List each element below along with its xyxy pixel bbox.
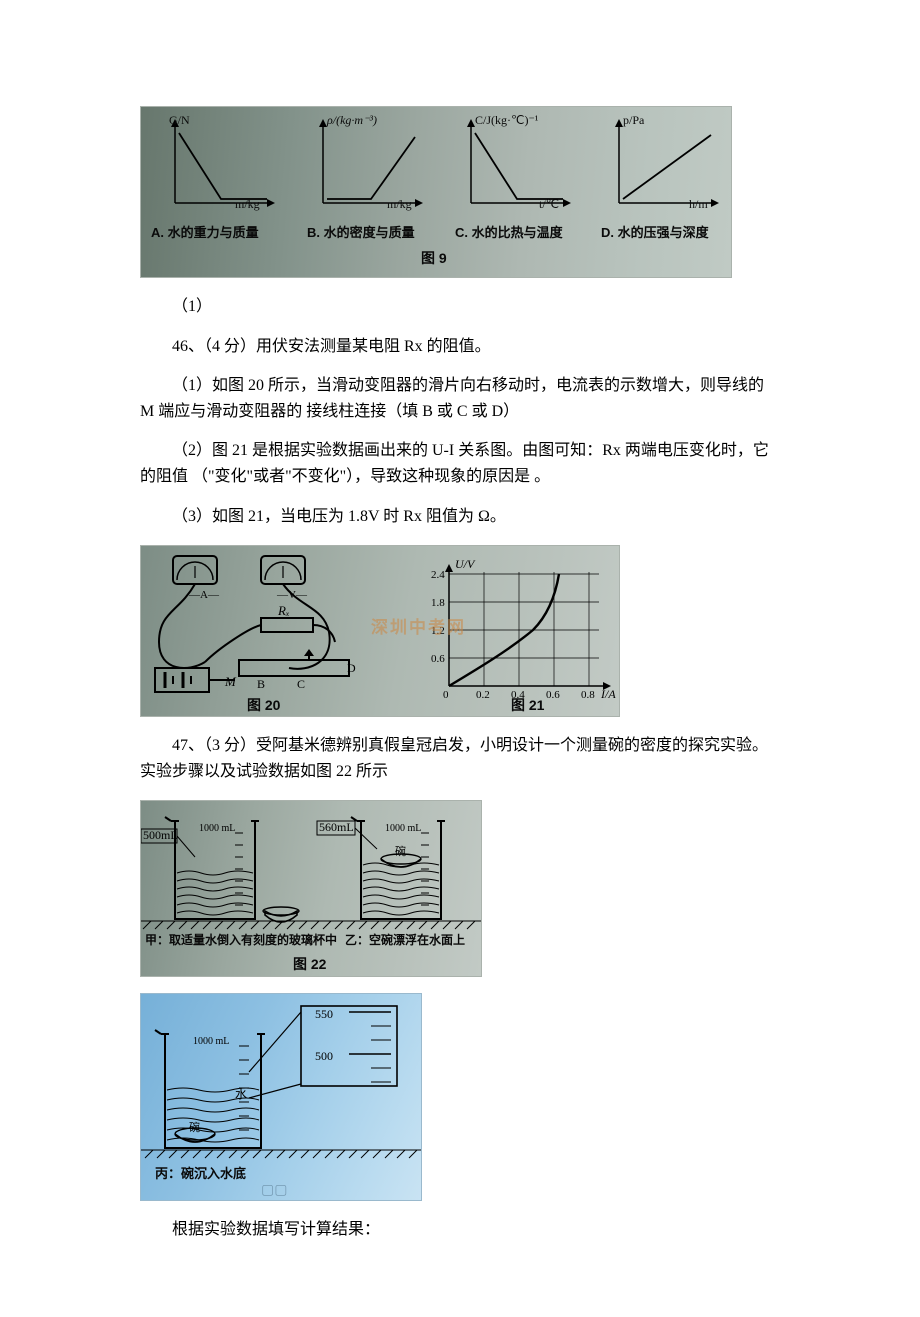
fig22-left-caption: 甲：取适量水倒入有刻度的玻璃杯中 [145,931,337,950]
svg-text:500: 500 [315,1049,333,1063]
figure-22a: 1000 mL 500mL [140,800,780,977]
svg-text:1.8: 1.8 [431,597,445,609]
fig9-b-caption: 水的密度与质量 [324,225,415,240]
svg-text:水: 水 [235,1087,247,1101]
fig21-title: 图 21 [511,694,544,716]
svg-text:碗: 碗 [189,1120,200,1134]
fig9-c-ylabel: C/J(kg·℃)⁻¹ [475,111,538,130]
fig9-a-xlabel: m/kg [235,195,260,214]
fig9-a-letter: A. [151,225,164,240]
fig22-title: 图 22 [293,953,326,975]
para-1: （1） [140,294,780,320]
svg-text:D: D [347,661,356,675]
fig22b-watermark: ▢▢ [261,1180,287,1202]
figure-9: G/N m/kg ρ/(kg·m⁻³) m/kg C/J(kg·℃)⁻¹ t/℃… [140,106,780,278]
watermark: 深圳中考网 [371,614,466,641]
svg-text:2.4: 2.4 [431,569,445,581]
q46-p2: （2）图 21 是根据实验数据画出来的 U-I 关系图。由图可知：Rx 两端电压… [140,438,780,489]
figure-22a-photo: 1000 mL 500mL [140,800,482,977]
para-last: 根据实验数据填写计算结果： [140,1217,780,1243]
fig9-b-letter: B. [307,225,320,240]
svg-text:500mL: 500mL [143,828,178,842]
svg-text:Rₓ: Rₓ [277,603,290,618]
fig9-d-letter: D. [601,225,614,240]
q46-p1: （1）如图 20 所示，当滑动变阻器的滑片向右移动时，电流表的示数增大，则导线的… [140,373,780,424]
figure-20-21: —A— —V— Rₓ [140,545,780,717]
q46-heading: 46、（4 分）用伏安法测量某电阻 Rx 的阻值。 [140,334,780,360]
svg-text:0: 0 [443,689,449,701]
fig9-c-xlabel: t/℃ [539,195,559,214]
figure-20-21-photo: —A— —V— Rₓ [140,545,620,717]
figure-22b: 碗 1000 mL 水 550 500 [140,993,780,1201]
svg-text:1000 mL: 1000 mL [193,1036,229,1047]
svg-text:—A—: —A— [188,589,220,601]
svg-text:C: C [297,677,305,691]
svg-text:550: 550 [315,1007,333,1021]
svg-text:B: B [257,677,265,691]
fig20-title: 图 20 [247,694,280,716]
svg-text:U/V: U/V [455,557,476,571]
fig22-right-caption: 乙：空碗漂浮在水面上 [345,931,465,950]
svg-text:0.6: 0.6 [546,689,560,701]
svg-text:560mL: 560mL [319,820,354,834]
fig9-a-ylabel: G/N [169,111,190,130]
svg-text:1000 mL: 1000 mL [385,823,421,834]
q46-p3: （3）如图 21，当电压为 1.8V 时 Rx 阻值为 Ω。 [140,504,780,530]
svg-text:M: M [224,674,237,689]
fig9-title: 图 9 [421,247,447,269]
svg-text:0.2: 0.2 [476,689,490,701]
svg-text:I/A: I/A [600,687,616,701]
fig9-d-xlabel: h/m [689,195,708,214]
svg-text:0.6: 0.6 [431,653,445,665]
svg-text:0.8: 0.8 [581,689,595,701]
fig22b-caption: 丙：碗沉入水底 [155,1164,246,1185]
fig9-b-xlabel: m/kg [387,195,412,214]
figure-9-photo: G/N m/kg ρ/(kg·m⁻³) m/kg C/J(kg·℃)⁻¹ t/℃… [140,106,732,278]
svg-text:1000 mL: 1000 mL [199,823,235,834]
fig9-c-caption: 水的比热与温度 [472,225,563,240]
q47-heading: 47、（3 分）受阿基米德辨别真假皇冠启发，小明设计一个测量碗的密度的探究实验。… [140,733,780,784]
fig9-a-caption: 水的重力与质量 [168,225,259,240]
fig9-c-letter: C. [455,225,468,240]
fig9-d-caption: 水的压强与深度 [618,225,709,240]
svg-text:碗: 碗 [395,844,406,858]
fig9-b-ylabel: ρ/(kg·m⁻³) [327,111,377,130]
figure-22b-photo: 碗 1000 mL 水 550 500 [140,993,422,1201]
fig9-d-ylabel: p/Pa [623,111,644,130]
